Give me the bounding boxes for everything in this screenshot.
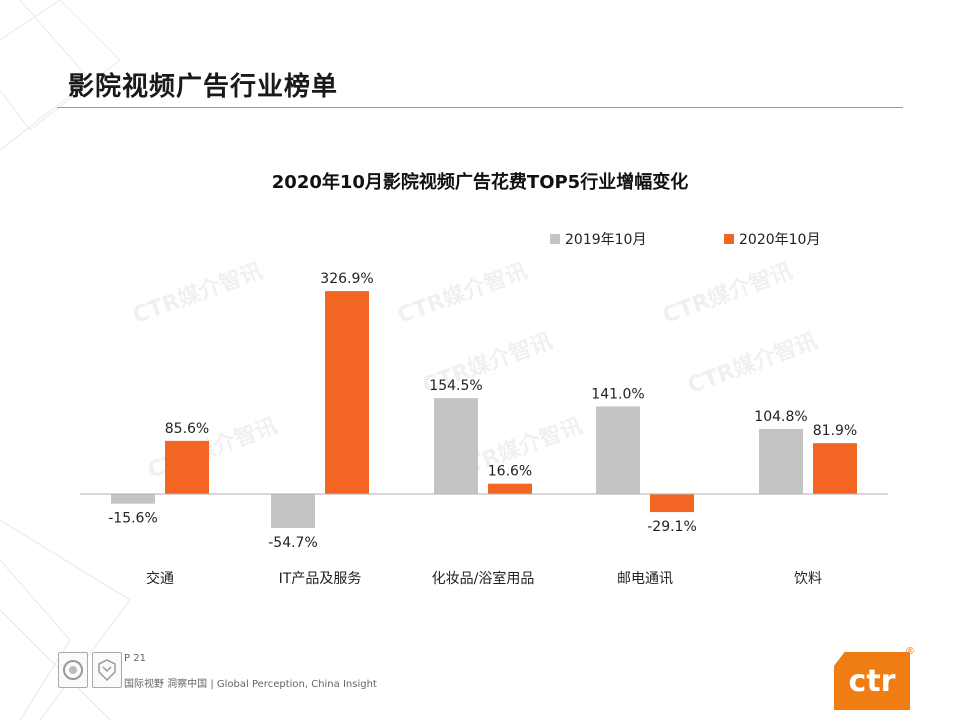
bar-2019-3 [596, 406, 640, 494]
data-label-2019-3: 141.0% [591, 386, 644, 402]
watermark-text: CTR媒介智讯 [684, 328, 821, 399]
category-label-0: 交通 [146, 570, 174, 587]
data-label-2020-1: 326.9% [320, 271, 373, 287]
data-label-2020-0: 85.6% [165, 421, 209, 437]
bar-2020-3 [650, 494, 694, 513]
legend-swatch-2020 [724, 234, 734, 244]
data-label-2020-3: -29.1% [647, 519, 697, 535]
bar-2020-2 [488, 483, 532, 494]
chart-title: 2020年10月影院视频广告花费TOP5行业增幅变化 [271, 172, 689, 193]
data-label-2019-4: 104.8% [754, 409, 807, 425]
title-divider [57, 107, 903, 108]
bar-2020-0 [165, 440, 209, 494]
bar-2019-4 [759, 428, 803, 494]
bar-2020-1 [325, 291, 369, 494]
bar-2019-1 [271, 494, 315, 528]
legend-item-2019: 2019年10月 [550, 229, 646, 249]
watermark-text: CTR媒介智讯 [394, 258, 531, 329]
legend-label-2020: 2020年10月 [739, 232, 821, 248]
registered-mark: ® [905, 646, 915, 657]
bar-2020-4 [813, 443, 857, 494]
ukas-certification-badge-icon [92, 652, 122, 688]
data-label-2020-2: 16.6% [488, 464, 532, 480]
sgs-certification-badge-icon [58, 652, 88, 688]
footer-slogan: 国际视野 洞察中国 | Global Perception, China Ins… [124, 679, 377, 690]
legend-label-2019: 2019年10月 [565, 232, 647, 248]
legend-item-2020: 2020年10月 [724, 229, 820, 249]
data-label-2020-4: 81.9% [813, 423, 857, 439]
category-label-2: 化妆品/浴室用品 [432, 570, 535, 587]
page-number: P 21 [124, 653, 146, 664]
category-label-3: 邮电通讯 [617, 571, 673, 587]
legend-swatch-2019 [550, 234, 560, 244]
data-label-2019-2: 154.5% [429, 378, 482, 394]
category-label-1: IT产品及服务 [279, 571, 362, 587]
chart-legend: 2019年10月 2020年10月 [0, 229, 960, 249]
data-label-2019-0: -15.6% [108, 511, 158, 527]
watermark-text: CTR媒介智讯 [129, 258, 266, 329]
watermark-text: CTR媒介智讯 [659, 258, 796, 329]
bar-2019-2 [434, 398, 478, 494]
ctr-logo: ctr [834, 652, 910, 710]
page-title: 影院视频广告行业榜单 [68, 72, 339, 102]
data-label-2019-1: -54.7% [268, 535, 318, 551]
bar-2019-0 [111, 494, 155, 504]
category-label-4: 饮料 [794, 571, 822, 587]
certification-badges [58, 652, 122, 688]
